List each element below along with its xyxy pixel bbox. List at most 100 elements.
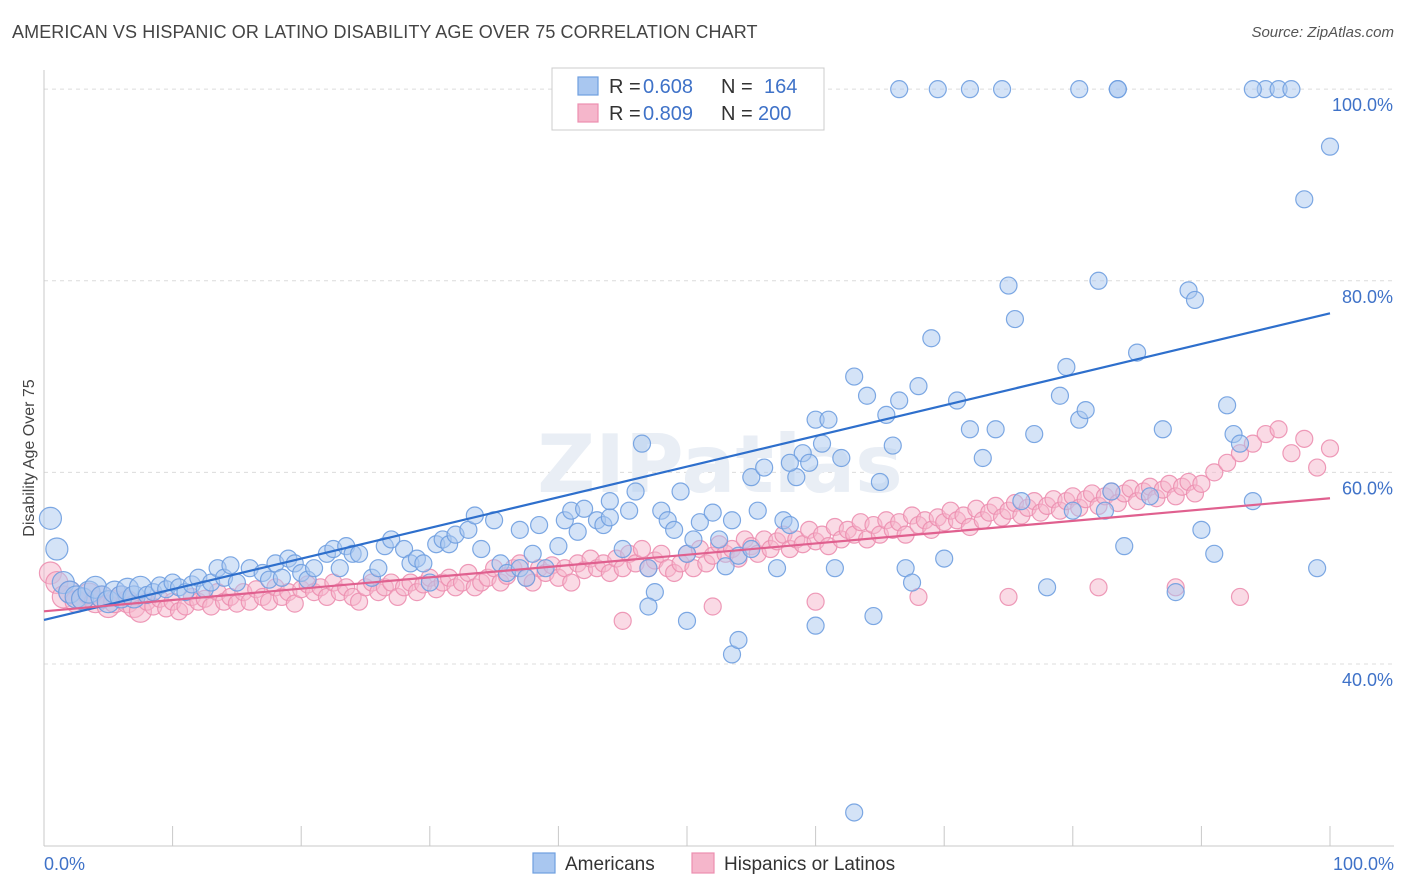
american-point-0 — [38, 506, 63, 530]
american-trend-line — [43, 312, 1331, 621]
american-point-1 — [45, 537, 69, 561]
stats-legend: R = 0.608 N = 164 R = 0.809 N = 200 — [551, 67, 825, 131]
american-point-175 — [806, 616, 825, 635]
american-point-68 — [530, 515, 549, 535]
american-point-130 — [1037, 578, 1057, 597]
american-point-135 — [1076, 400, 1095, 420]
american-point-93 — [716, 557, 735, 576]
american-point-91 — [703, 503, 722, 522]
stats-r-label-americans: R = — [609, 76, 641, 98]
hispanic-point-92 — [632, 539, 652, 559]
american-point-143 — [1166, 583, 1185, 602]
hispanic-point-195 — [1089, 578, 1108, 597]
american-point-29 — [227, 573, 246, 592]
american-point-127 — [1005, 309, 1025, 329]
y-tick-labels: 40.0% 60.0% 80.0% 100.0% — [1332, 95, 1393, 690]
stats-legend-swatch-americans — [577, 76, 599, 96]
american-point-110 — [845, 367, 864, 386]
american-point-145 — [1185, 290, 1205, 310]
american-point-138 — [1102, 482, 1121, 501]
american-point-172 — [677, 611, 697, 630]
american-point-168 — [845, 803, 864, 822]
legend-swatch-americans — [532, 852, 556, 874]
american-point-119 — [909, 377, 928, 396]
american-point-77 — [600, 508, 619, 527]
american-point-142 — [1153, 420, 1172, 439]
chart-source: Source: ZipAtlas.com — [1251, 24, 1394, 41]
american-point-121 — [935, 549, 954, 568]
american-point-90 — [690, 513, 709, 532]
x-tick-label-right: 100.0% — [1333, 854, 1394, 874]
stats-n-value-americans: 164 — [764, 76, 797, 98]
american-point-118 — [902, 573, 922, 592]
american-point-107 — [819, 410, 838, 429]
american-point-82 — [639, 559, 658, 578]
american-point-156 — [1308, 559, 1327, 578]
american-point-157 — [1320, 137, 1340, 156]
american-point-112 — [864, 606, 883, 626]
stats-r-label-hispanics: R = — [609, 103, 641, 125]
american-point-92 — [710, 530, 729, 549]
american-point-146 — [1192, 520, 1211, 539]
american-point-53 — [414, 554, 433, 573]
american-point-79 — [620, 501, 639, 520]
american-point-101 — [780, 515, 799, 535]
chart-title: AMERICAN VS HISPANIC OR LATINO DISABILIT… — [12, 22, 758, 42]
american-point-160 — [960, 80, 980, 99]
american-point-80 — [626, 482, 645, 501]
american-point-96 — [742, 468, 761, 487]
american-point-141 — [1140, 487, 1160, 506]
american-point-137 — [1095, 501, 1115, 520]
american-point-165 — [1243, 80, 1262, 99]
american-point-81 — [632, 434, 652, 453]
american-point-124 — [973, 448, 992, 468]
american-point-89 — [684, 530, 703, 549]
american-point-78 — [613, 539, 632, 559]
american-point-66 — [517, 568, 536, 587]
american-point-136 — [1089, 271, 1108, 290]
american-point-125 — [986, 420, 1005, 439]
legend-swatch-hispanics — [691, 852, 715, 874]
american-point-128 — [1012, 492, 1031, 511]
american-point-158 — [890, 80, 909, 99]
hispanic-point-180 — [1205, 463, 1224, 482]
american-point-45 — [349, 544, 369, 563]
legend-label-hispanics: Hispanics or Latinos — [724, 854, 895, 875]
stats-n-label-americans: N = — [721, 76, 753, 98]
american-point-171 — [639, 597, 658, 616]
american-point-132 — [1057, 357, 1076, 377]
watermark-text: ZIPatlas — [537, 418, 903, 511]
hispanic-point-185 — [1269, 420, 1288, 439]
american-point-61 — [472, 539, 491, 559]
american-point-123 — [960, 420, 980, 439]
american-point-129 — [1025, 424, 1044, 444]
american-point-47 — [369, 559, 388, 578]
american-point-174 — [780, 453, 799, 472]
bottom-legend: Americans Hispanics or Latinos — [532, 852, 895, 875]
stats-legend-swatch-hispanics — [577, 103, 599, 123]
american-point-106 — [812, 434, 832, 453]
y-tick-label-1: 60.0% — [1342, 478, 1393, 498]
hispanic-point-179 — [1192, 474, 1211, 493]
american-point-115 — [883, 436, 902, 455]
american-point-139 — [1115, 537, 1134, 556]
y-tick-label-0: 40.0% — [1342, 670, 1393, 690]
stats-r-value-americans: 0.608 — [643, 76, 693, 98]
hispanic-point-189 — [1320, 439, 1340, 458]
gridlines — [44, 88, 1394, 665]
american-point-169 — [510, 520, 529, 539]
trend-lines — [43, 312, 1331, 621]
hispanic-point-191 — [703, 597, 722, 616]
american-point-170 — [600, 492, 619, 511]
american-point-113 — [870, 472, 890, 492]
american-point-126 — [999, 276, 1018, 295]
hispanic-trend-line — [43, 497, 1331, 613]
american-point-86 — [665, 520, 684, 539]
hispanic-point-81 — [562, 573, 581, 592]
american-point-151 — [1243, 492, 1262, 511]
x-tick-label-left: 0.0% — [44, 854, 85, 874]
american-point-73 — [568, 522, 587, 541]
american-point-74 — [575, 499, 594, 518]
american-point-116 — [890, 391, 909, 410]
